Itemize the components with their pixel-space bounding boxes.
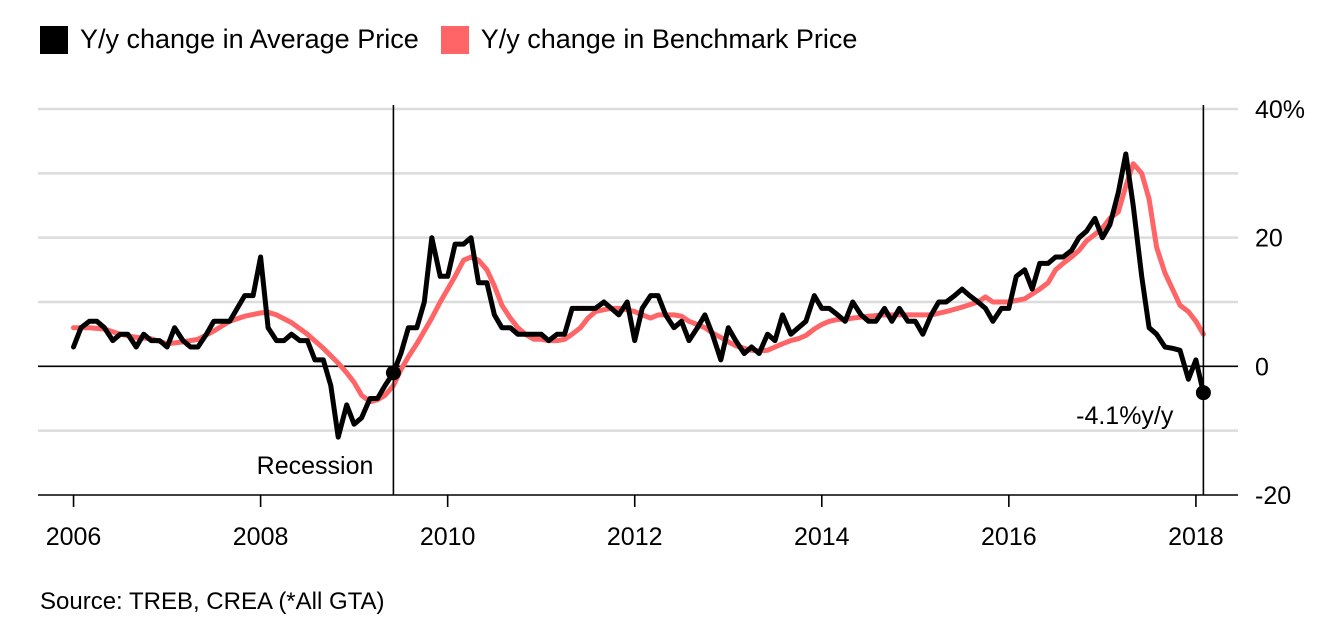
x-tick-label: 2014 [794,523,850,551]
x-tick-label: 2008 [233,523,289,551]
legend-label-benchmark: Y/y change in Benchmark Price [480,24,858,54]
source-note: Source: TREB, CREA (*All GTA) [40,588,385,615]
legend-label-average: Y/y change in Average Price [80,24,419,54]
y-tick-label: 40% [1255,96,1305,124]
legend-item-benchmark: Y/y change in Benchmark Price [440,24,858,55]
recession-label: Recession [257,452,374,480]
legend: Y/y change in Average Price Y/y change i… [40,24,857,55]
x-tick-label: 2010 [420,523,476,551]
series-line-benchmark [71,161,1206,405]
legend-swatch-benchmark [440,25,469,54]
x-tick-label: 2018 [1168,523,1224,551]
x-tick-label: 2016 [981,523,1037,551]
x-tick-label: 2006 [46,523,102,551]
latest-value-marker [1195,385,1211,401]
recession-marker [385,365,401,381]
series-line-average [71,151,1206,440]
legend-swatch-average [40,25,68,54]
y-tick-label: -20 [1255,482,1291,510]
y-tick-label: 0 [1255,353,1269,381]
latest-value-label: -4.1%y/y [1076,402,1174,430]
legend-item-average: Y/y change in Average Price [40,24,419,55]
x-tick-label: 2012 [607,523,663,551]
y-tick-label: 20 [1255,225,1283,253]
